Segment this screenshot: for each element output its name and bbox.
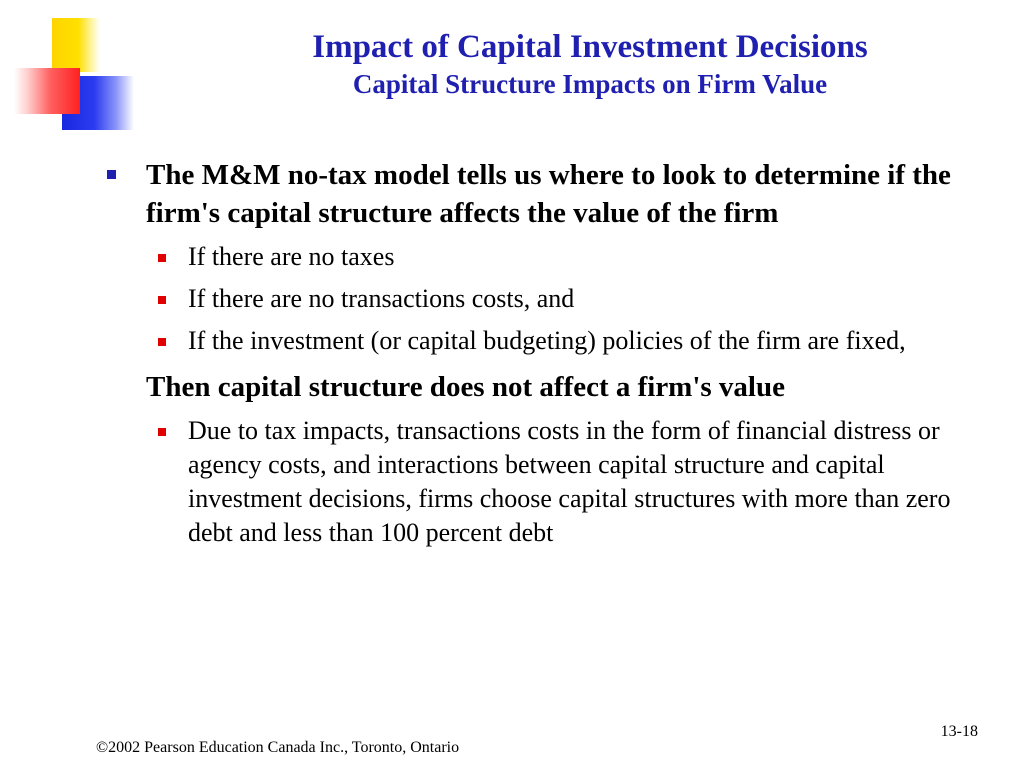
condition-item: If the investment (or capital budgeting)… [100, 324, 960, 358]
detail-item: Due to tax impacts, transactions costs i… [100, 414, 960, 550]
slide-title: Impact of Capital Investment Decisions [312, 29, 868, 65]
page-number: 13-18 [940, 723, 978, 740]
slide-subtitle: Capital Structure Impacts on Firm Value [352, 69, 828, 99]
detail-text: Due to tax impacts, transactions costs i… [188, 416, 951, 547]
condition-text: If there are no transactions costs, and [188, 284, 575, 313]
logo-red-square [14, 68, 80, 114]
slide-title-block: Impact of Capital Investment Decisions C… [190, 28, 990, 102]
slide-content: The M&M no-tax model tells us where to l… [100, 156, 960, 550]
logo-yellow-square [52, 18, 100, 72]
square-bullet-icon [158, 338, 166, 346]
square-bullet-icon [158, 428, 166, 436]
condition-text: If there are no taxes [188, 242, 395, 271]
condition-item: If there are no transactions costs, and [100, 282, 960, 316]
condition-item: If there are no taxes [100, 240, 960, 274]
square-bullet-icon [107, 170, 116, 179]
footer-copyright: ©2002 Pearson Education Canada Inc., Tor… [96, 739, 460, 756]
color-blocks-logo [0, 0, 150, 140]
main-point-text: The M&M no-tax model tells us where to l… [146, 159, 951, 229]
square-bullet-icon [158, 254, 166, 262]
condition-text: If the investment (or capital budgeting)… [188, 326, 906, 355]
square-bullet-icon [158, 296, 166, 304]
conclusion-text: Then capital structure does not affect a… [146, 371, 785, 403]
main-point: The M&M no-tax model tells us where to l… [100, 156, 960, 232]
